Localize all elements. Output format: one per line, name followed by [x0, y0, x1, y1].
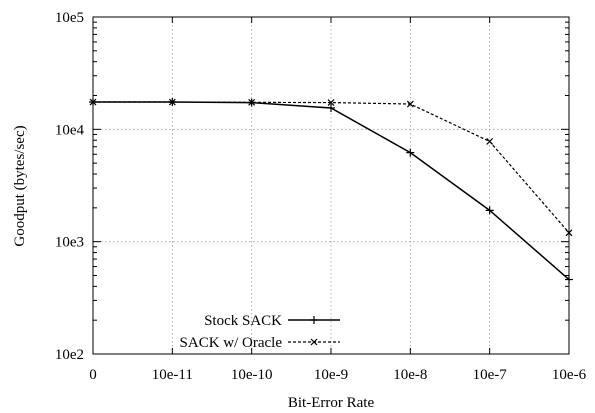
- x-tick-label: 10e-7: [473, 367, 508, 383]
- data-point: [486, 138, 494, 145]
- y-tick-label: 10e5: [55, 10, 84, 26]
- x-tick-label: 0: [89, 367, 97, 383]
- legend-marker: [310, 316, 318, 324]
- x-tick-label: 10e-10: [231, 367, 273, 383]
- y-tick-labels: 10e2 10e3 10e4 10e5: [55, 10, 85, 363]
- data-point: [406, 148, 415, 157]
- y-tick-label: 10e4: [55, 122, 85, 138]
- grid: [93, 17, 569, 354]
- data-point: [168, 98, 176, 106]
- y-tick-label: 10e3: [55, 235, 84, 251]
- data-point: [565, 275, 573, 284]
- data-point: [485, 206, 494, 215]
- x-tick-label: 10e-8: [393, 367, 427, 383]
- data-point: [327, 103, 335, 112]
- legend-label: Stock SACK: [204, 313, 282, 329]
- series-sack-oracle: [89, 98, 573, 237]
- x-tick-label: 10e-11: [152, 367, 193, 383]
- data-point: [89, 98, 97, 106]
- x-tick-labels: 0 10e-11 10e-10 10e-9 10e-8 10e-7 10e-6: [89, 367, 586, 383]
- x-tick-label: 10e-6: [552, 367, 587, 383]
- data-point: [327, 99, 335, 107]
- legend: Stock SACK SACK w/ Oracle: [180, 313, 340, 351]
- x-tick-label: 10e-9: [314, 367, 348, 383]
- y-axis-label: Goodput (bytes/sec): [12, 125, 28, 246]
- legend-marker: [310, 338, 318, 346]
- x-axis-label: Bit-Error Rate: [288, 395, 375, 411]
- y-tick-label: 10e2: [55, 347, 84, 363]
- data-point: [248, 98, 256, 106]
- data-point: [406, 100, 414, 108]
- series: [89, 98, 573, 284]
- legend-label: SACK w/ Oracle: [180, 335, 283, 351]
- data-point: [565, 229, 573, 237]
- axis-ticks: [92, 16, 570, 355]
- series-line: [93, 101, 570, 281]
